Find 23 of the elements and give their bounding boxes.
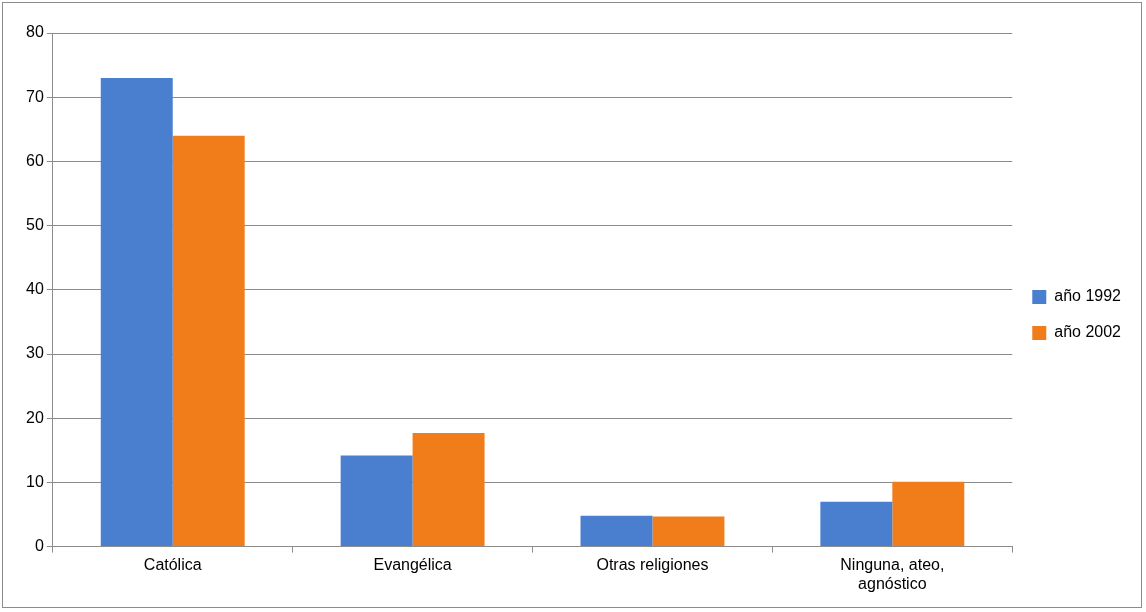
bar [100,77,173,547]
y-tick-label: 50 [26,216,44,234]
x-tick-label: Evangélica [373,555,452,573]
y-tick-label: 20 [26,408,44,426]
y-tick-label: 30 [26,344,44,362]
x-tick-label: Otras religiones [596,555,709,573]
y-tick-label: 60 [26,151,44,169]
y-tick-label: 10 [26,472,44,490]
y-tick-label: 70 [26,87,44,105]
bar [172,135,245,547]
bar [820,501,893,547]
y-tick-label: 80 [26,23,44,41]
bar [412,432,485,547]
bar [340,455,413,547]
x-tick-label: Ninguna, ateo, agnóstico [840,555,945,592]
legend-label: año 1992 [1054,287,1122,305]
bar [652,516,725,547]
legend-label: año 2002 [1054,323,1122,341]
x-tick-label: Católica [143,555,202,573]
y-tick-label: 0 [34,537,44,555]
y-tick-label: 40 [26,280,44,298]
bar [580,515,653,547]
bar [892,481,965,547]
